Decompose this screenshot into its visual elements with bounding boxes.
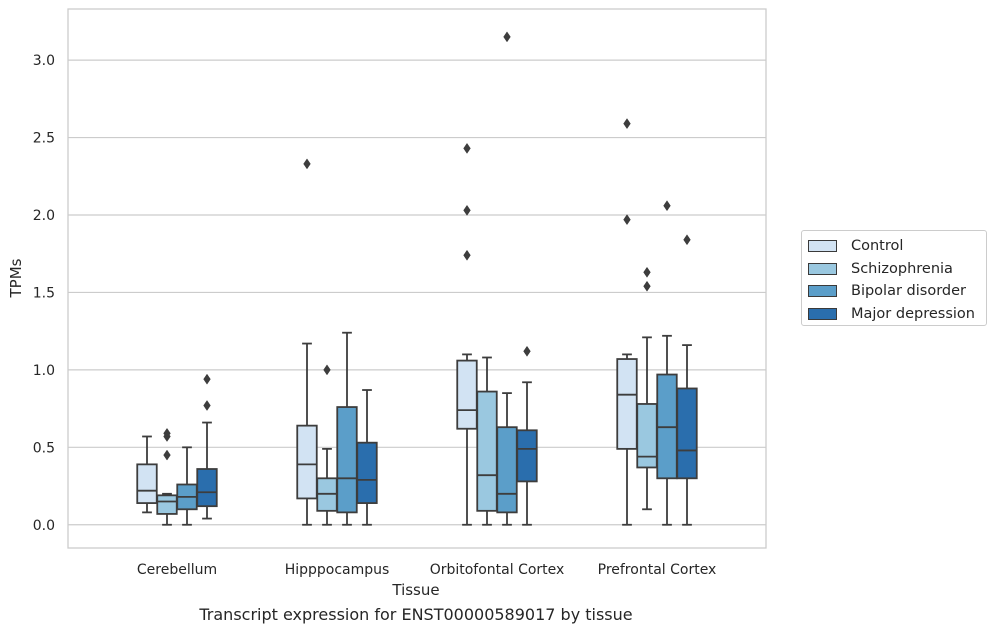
box-iqr bbox=[456, 359, 478, 430]
legend-swatch bbox=[808, 285, 837, 298]
legend-item: Bipolar disorder bbox=[808, 280, 986, 303]
box-bipolar-disorder bbox=[656, 200, 678, 526]
box-control bbox=[456, 142, 478, 526]
box-bipolar-disorder bbox=[496, 31, 518, 526]
legend-swatch bbox=[808, 262, 837, 275]
outlier-point bbox=[643, 280, 651, 292]
box-schizophrenia bbox=[156, 427, 178, 526]
box-iqr bbox=[516, 429, 538, 483]
y-tick-label: 1.0 bbox=[33, 363, 55, 379]
box-iqr bbox=[296, 424, 318, 500]
box-bipolar-disorder bbox=[336, 331, 358, 526]
legend-swatch bbox=[808, 240, 837, 253]
x-tick-label: Cerebellum bbox=[137, 562, 217, 578]
outlier-point bbox=[523, 345, 531, 357]
outlier-point bbox=[303, 158, 311, 170]
box-schizophrenia bbox=[476, 356, 498, 526]
box-major-depression bbox=[676, 234, 698, 526]
legend: Control Schizophrenia Bipolar disorder Majo… bbox=[801, 230, 987, 326]
outlier-point bbox=[163, 427, 171, 439]
box-iqr bbox=[336, 406, 358, 514]
outlier-point bbox=[463, 249, 471, 261]
legend-item: Major depression bbox=[808, 303, 986, 326]
y-tick-label: 2.5 bbox=[33, 131, 55, 147]
box-iqr bbox=[676, 387, 698, 480]
legend-item: Schizophrenia bbox=[808, 258, 986, 281]
box-control bbox=[136, 435, 158, 514]
box-iqr bbox=[356, 441, 378, 504]
legend-label: Control bbox=[851, 238, 904, 255]
outlier-point bbox=[623, 118, 631, 130]
legend-label: Schizophrenia bbox=[851, 260, 953, 277]
box-bipolar-disorder bbox=[176, 446, 198, 526]
outlier-point bbox=[503, 31, 511, 43]
outlier-point bbox=[203, 373, 211, 385]
y-tick-label: 0.5 bbox=[33, 440, 55, 456]
boxes-layer bbox=[136, 31, 698, 526]
box-major-depression bbox=[516, 345, 538, 526]
outlier-point bbox=[683, 234, 691, 246]
box-iqr bbox=[156, 494, 178, 515]
x-tick-labels: Cerebellum Hipppocampus Orbitofontal Corte… bbox=[137, 562, 716, 578]
outlier-point bbox=[163, 449, 171, 461]
outlier-point bbox=[623, 214, 631, 226]
outlier-point bbox=[203, 400, 211, 411]
box-iqr bbox=[196, 468, 218, 508]
box-iqr bbox=[476, 390, 498, 512]
legend-label: Major depression bbox=[851, 305, 975, 322]
legend-swatch bbox=[808, 307, 837, 320]
x-tick-label: Prefrontal Cortex bbox=[598, 562, 717, 578]
x-tick-label: Orbitofontal Cortex bbox=[430, 562, 565, 578]
box-schizophrenia bbox=[316, 364, 338, 526]
outlier-point bbox=[323, 364, 331, 376]
box-control bbox=[296, 158, 318, 526]
y-axis-label: TPMs bbox=[7, 258, 25, 298]
y-tick-label: 3.0 bbox=[33, 53, 55, 69]
box-iqr bbox=[136, 463, 158, 504]
box-iqr bbox=[616, 358, 638, 450]
y-tick-label: 1.5 bbox=[33, 285, 55, 301]
box-control bbox=[616, 118, 638, 526]
box-schizophrenia bbox=[636, 266, 658, 511]
legend-item: Control bbox=[808, 235, 986, 258]
x-axis-label: Tissue bbox=[391, 581, 439, 599]
figure-caption: Transcript expression for ENST0000058901… bbox=[199, 605, 633, 624]
legend-label: Bipolar disorder bbox=[851, 283, 966, 300]
y-tick-label: 0.0 bbox=[33, 518, 55, 534]
y-tick-labels: 0.0 0.5 1.0 1.5 2.0 2.5 3.0 bbox=[33, 53, 55, 534]
outlier-point bbox=[463, 204, 471, 216]
y-tick-label: 2.0 bbox=[33, 208, 55, 224]
box-major-depression bbox=[196, 373, 218, 520]
box-major-depression bbox=[356, 389, 378, 526]
outlier-point bbox=[463, 142, 471, 154]
plot-frame bbox=[67, 8, 767, 549]
x-tick-label: Hipppocampus bbox=[285, 562, 390, 578]
outlier-point bbox=[643, 266, 651, 278]
box-iqr bbox=[636, 403, 658, 469]
box-iqr bbox=[496, 426, 518, 514]
outlier-point bbox=[663, 200, 671, 212]
